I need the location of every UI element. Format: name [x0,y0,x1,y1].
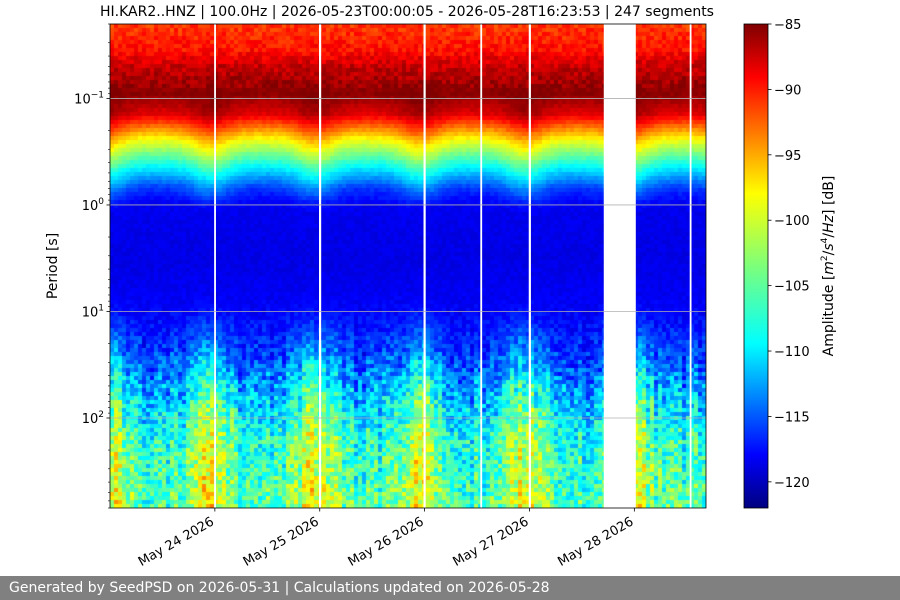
y-gridlines [110,98,706,419]
colorbar-tick-label: −120 [774,476,810,491]
data-gap [214,24,216,508]
x-tick-label: May 26 2026 [346,514,427,569]
x-tick-label: May 25 2026 [241,514,322,569]
x-axis-ticks: May 24 2026 May 25 2026 May 26 2026 May 27 … [136,508,636,570]
data-gaps [214,24,692,508]
data-gap [689,24,692,508]
colorbar [743,23,769,509]
y-tick-label: 10−1 [74,90,104,107]
chart-title: HI.KAR2..HNZ | 100.0Hz | 2026-05-23T00:0… [100,4,714,20]
y-tick-label: 100 [82,197,105,214]
psd-figure: HI.KAR2..HNZ | 100.0Hz | 2026-05-23T00:0… [45,4,837,570]
data-gap [528,24,531,508]
data-gap [480,24,483,508]
colorbar-tick-label: −115 [774,410,810,425]
colorbar-ticks: −85 −90 −95 −100 −105 −110 −115 −120 [768,18,810,491]
footer-bar: Generated by SeedPSD on 2026-05-31 | Cal… [0,576,900,600]
colorbar-label: Amplitude [m2/s4/Hz] [dB] [820,176,837,357]
colorbar-tick-label: −85 [774,18,801,33]
colorbar-tick-label: −110 [774,345,810,360]
colorbar-tick-label: −100 [774,214,810,229]
data-gap [603,24,636,508]
x-tick-label: May 28 2026 [555,514,636,569]
y-tick-label: 101 [82,303,104,320]
colorbar-tick-label: −90 [774,83,801,98]
data-gap [319,24,322,508]
data-gap [423,24,426,508]
x-tick-label: May 27 2026 [451,514,532,569]
x-tick-label: May 24 2026 [136,514,217,569]
y-axis-ticks: 10−1 100 101 102 [74,23,110,509]
footer-text: Generated by SeedPSD on 2026-05-31 | Cal… [9,580,550,596]
y-axis-label: Period [s] [45,233,61,299]
plot-frame [109,23,707,509]
colorbar-tick-label: −105 [774,280,810,295]
colorbar-tick-label: −95 [774,149,801,164]
y-tick-label: 102 [82,410,104,427]
